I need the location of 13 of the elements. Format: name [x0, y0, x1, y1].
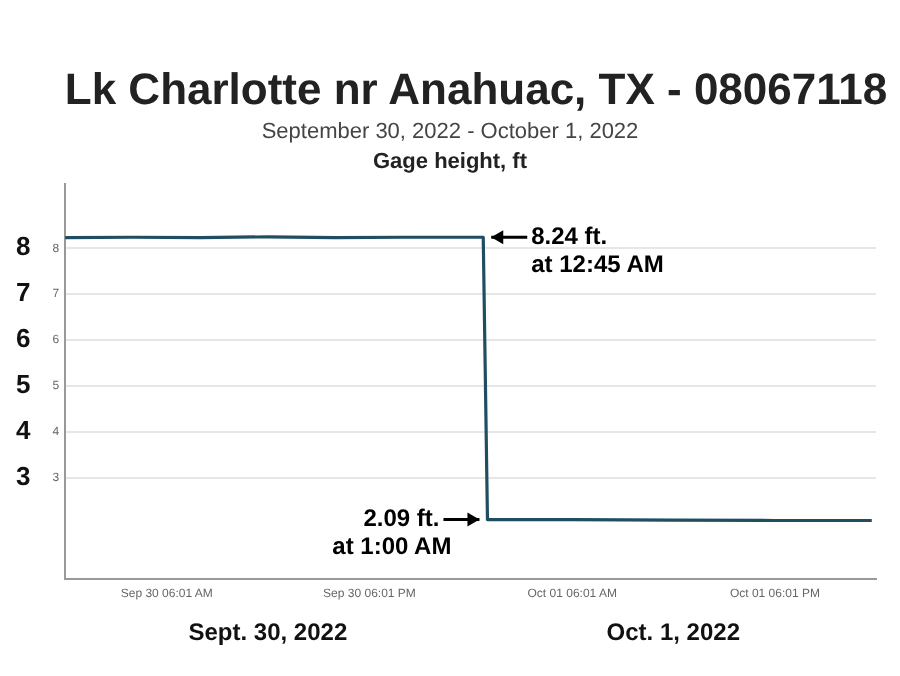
y-tick-label: 7	[15, 277, 31, 308]
y-tick-label: 8	[15, 231, 31, 262]
y-tick-label: 4	[15, 415, 32, 446]
x2-tick-label: Sept. 30, 2022	[188, 618, 348, 647]
annotation: 8.24 ft. at 12:45 AM	[531, 221, 664, 278]
chart-subtitle: September 30, 2022 - October 1, 2022	[261, 120, 639, 144]
y-tick-label: 5	[15, 369, 31, 400]
chart-title: Lk Charlotte nr Anahuac, TX - 08067118	[64, 64, 888, 114]
text: Gage height, ft	[373, 150, 528, 174]
annotation: 2.09 ft. at 1:00 AM	[332, 504, 452, 561]
x2-tick-label: Oct. 1, 2022	[606, 618, 741, 647]
y-tick-label: 6	[15, 323, 31, 354]
y-tick-label: 3	[15, 460, 31, 491]
